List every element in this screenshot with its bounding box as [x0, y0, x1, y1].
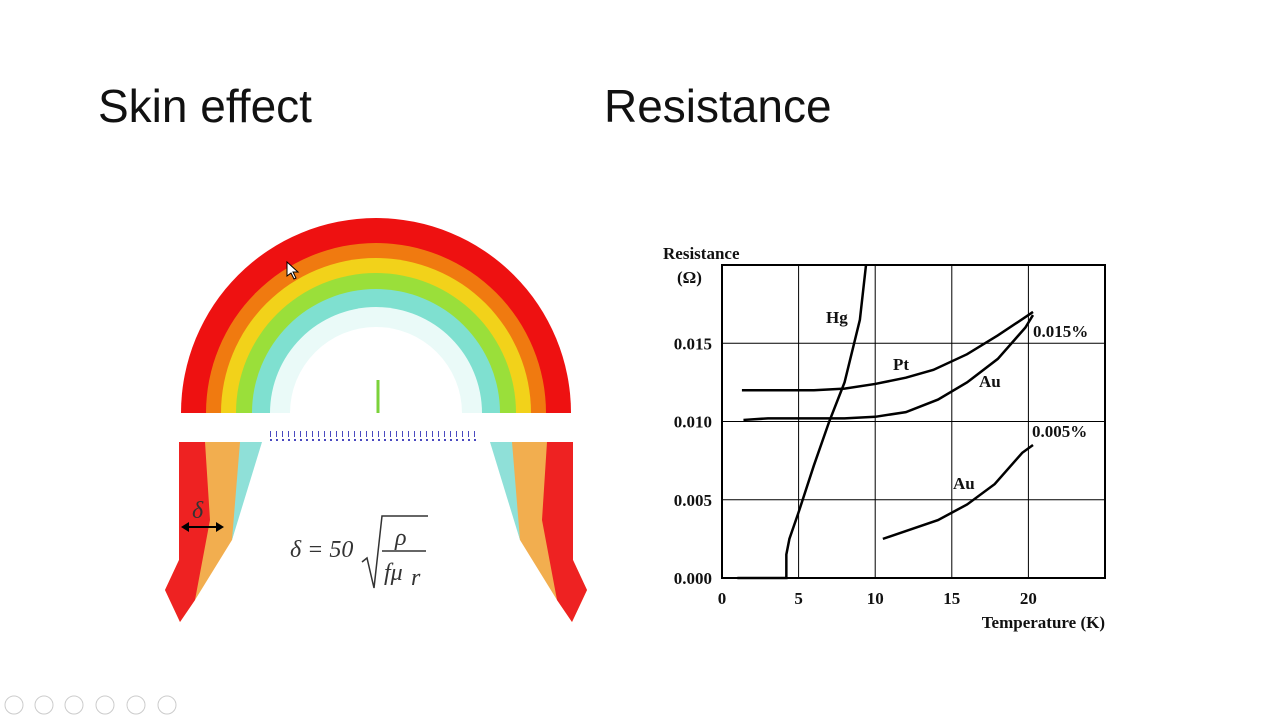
x-tick-label: 0: [718, 589, 727, 608]
slide-title: Resistance: [604, 80, 832, 132]
y-axis-label: Resistance: [663, 244, 740, 263]
zoom-button[interactable]: [126, 695, 146, 715]
series-line: [743, 314, 1035, 422]
series-label: Au: [979, 372, 1001, 391]
x-tick-label: 20: [1020, 589, 1037, 608]
x-tick-label: 5: [794, 589, 803, 608]
series-line: [737, 264, 868, 580]
skin-effect-figure: δ δ = 50 ρ fμ r: [165, 218, 587, 622]
formula-subscript: r: [411, 565, 421, 591]
y-tick-label: 0.000: [674, 569, 712, 588]
delta-label: δ: [192, 498, 204, 524]
y-tick-label: 0.005: [674, 491, 712, 510]
annotation: 0.005%: [1032, 422, 1087, 441]
series-line: [741, 310, 1034, 392]
toolbar: [4, 695, 177, 715]
x-axis-label: Temperature (K): [982, 613, 1105, 632]
y-tick-label: 0.015: [674, 334, 712, 353]
y-axis-label: (Ω): [677, 268, 702, 287]
slides-button[interactable]: [95, 695, 115, 715]
prev-button[interactable]: [4, 695, 24, 715]
more-button[interactable]: [157, 695, 177, 715]
pen-button[interactable]: [64, 695, 84, 715]
chart: 0.000 0.005 0.010 0.015 0 5 10 15 20 Resistance (Ω…: [663, 244, 1106, 632]
x-tick-label: 15: [943, 589, 960, 608]
y-tick-label: 0.010: [674, 413, 712, 432]
annotation: 0.015%: [1033, 322, 1088, 341]
formula-numerator: ρ: [394, 525, 407, 551]
series-line: [882, 443, 1034, 541]
formula-lhs: δ = 50: [290, 537, 353, 563]
formula-denominator: fμ: [384, 560, 403, 586]
x-tick-label: 10: [867, 589, 884, 608]
series-label: Hg: [826, 308, 848, 327]
slide-title: Skin effect: [98, 80, 312, 132]
series-label: Pt: [893, 355, 909, 374]
next-button[interactable]: [34, 695, 54, 715]
series-label: Au: [953, 474, 975, 493]
